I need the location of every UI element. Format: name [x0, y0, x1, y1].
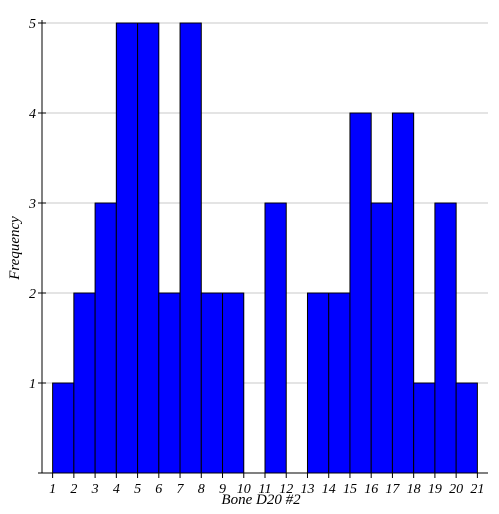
- histogram-bar: [349, 112, 372, 474]
- x-tick-label: 20: [449, 482, 463, 497]
- histogram-bar: [328, 292, 351, 474]
- y-tick-label: 1: [29, 377, 36, 392]
- bars: [52, 22, 478, 474]
- x-tick-label: 6: [155, 482, 162, 497]
- y-tick-label: 3: [28, 197, 36, 212]
- x-tick-label: 18: [407, 482, 421, 497]
- histogram-bar: [137, 22, 160, 474]
- histogram-bar: [434, 202, 457, 474]
- x-tick-label: 17: [385, 482, 400, 497]
- y-tick-label: 2: [29, 287, 36, 302]
- histogram-bar: [179, 22, 202, 474]
- histogram-bar: [455, 382, 478, 474]
- y-tick-label: 5: [29, 17, 36, 32]
- x-tick-label: 21: [470, 482, 484, 497]
- histogram-bar: [391, 112, 415, 474]
- histogram-bar: [52, 382, 75, 474]
- x-tick-label: 7: [177, 482, 185, 497]
- histogram-bar: [94, 202, 117, 474]
- histogram-bar: [200, 292, 224, 474]
- histogram-bar: [115, 22, 139, 474]
- y-axis-title: Frequency: [7, 216, 23, 281]
- x-tick-label: 19: [428, 482, 442, 497]
- x-tick-label: 4: [113, 482, 120, 497]
- x-tick-label: 15: [343, 482, 357, 497]
- histogram-bar: [73, 292, 96, 474]
- x-tick-label: 16: [364, 482, 378, 497]
- x-tick-label: 5: [134, 482, 141, 497]
- x-tick-label: 9: [219, 482, 226, 497]
- x-tick-label: 8: [198, 482, 205, 497]
- x-tick-label: 2: [70, 482, 77, 497]
- histogram-bar: [264, 202, 287, 474]
- histogram-bar: [413, 382, 436, 474]
- histogram-bar: [158, 292, 181, 474]
- x-axis-title: Bone D20 #2: [221, 492, 301, 508]
- histogram-bar: [306, 292, 330, 474]
- x-tick-label: 13: [300, 482, 314, 497]
- x-tick-label: 1: [49, 482, 56, 497]
- x-tick-label: 14: [322, 482, 336, 497]
- histogram-bar: [370, 202, 393, 474]
- x-tick-label: 11: [259, 482, 272, 497]
- y-tick-label: 4: [29, 107, 36, 122]
- histogram-bar: [222, 292, 245, 474]
- x-tick-label: 10: [237, 482, 251, 497]
- x-tick-label: 3: [91, 482, 99, 497]
- x-tick-label: 12: [279, 482, 293, 497]
